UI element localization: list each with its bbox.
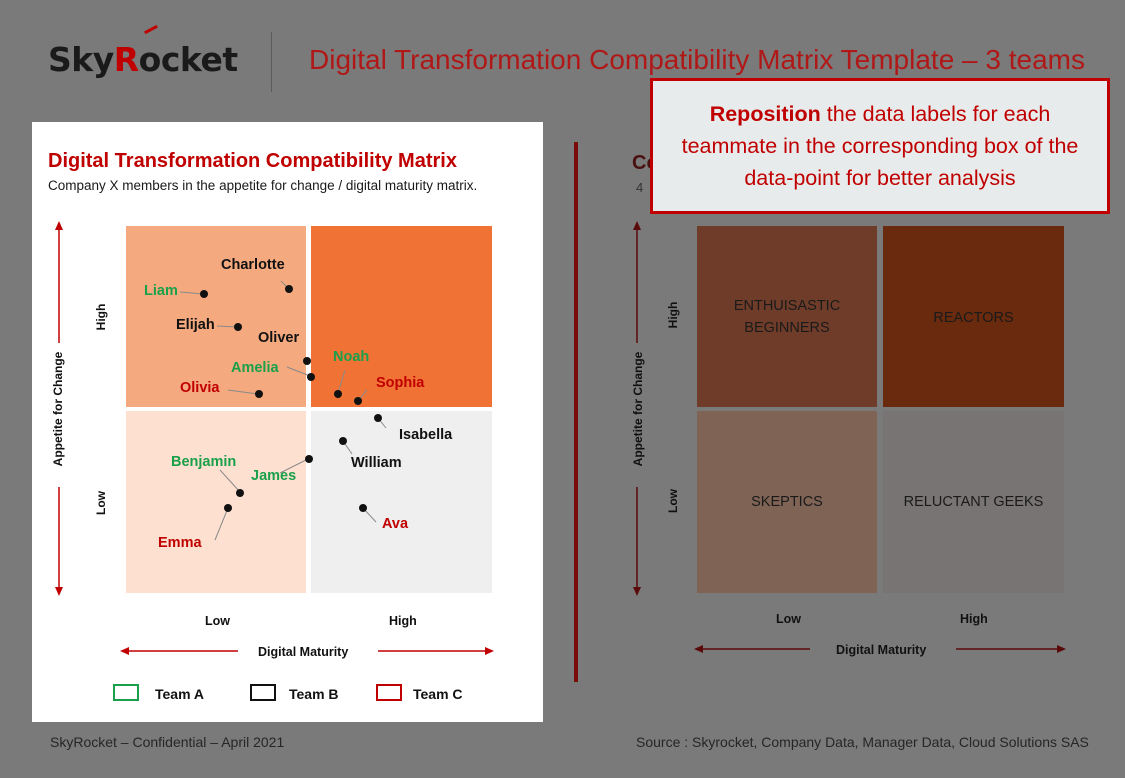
x-axis-title: Digital Maturity [258, 645, 349, 659]
data-point-james [305, 455, 313, 463]
matrix-subtitle: Company X members in the appetite for ch… [48, 178, 478, 193]
callout-emphasis: Reposition [709, 102, 821, 126]
label-emma: Emma [158, 535, 202, 551]
right-quadrant-bottom-left: SKEPTICS [697, 411, 877, 593]
right-x-axis-arrow [694, 645, 1066, 653]
data-point-oliver [303, 357, 311, 365]
right-x-high-label: High [960, 612, 988, 626]
x-axis-arrow [120, 647, 494, 655]
label-charlotte: Charlotte [221, 257, 285, 273]
right-quadrant-bottom-right: RELUCTANT GEEKS [883, 411, 1064, 593]
right-y-axis-title: Appetite for Change [631, 351, 645, 467]
legend-label-team-c: Team C [413, 686, 463, 702]
footer-confidential: SkyRocket – Confidential – April 2021 [50, 734, 285, 750]
matrix-title: Digital Transformation Compatibility Mat… [48, 150, 457, 172]
slide-title: Digital Transformation Compatibility Mat… [309, 44, 1086, 75]
label-isabella: Isabella [399, 427, 453, 443]
label-olivia: Olivia [180, 380, 220, 396]
data-point-emma [224, 504, 232, 512]
legend-swatch-team-c [376, 684, 402, 701]
legend-swatch-team-a [113, 684, 139, 701]
legend-label-team-b: Team B [289, 686, 339, 702]
data-point-noah [334, 390, 342, 398]
label-liam: Liam [144, 283, 178, 299]
label-oliver: Oliver [258, 330, 300, 346]
legend-label-team-a: Team A [155, 686, 205, 702]
quadrant-top-right [311, 226, 492, 407]
footer-source: Source : Skyrocket, Company Data, Manage… [636, 734, 1089, 750]
label-william: William [351, 455, 402, 471]
label-sophia: Sophia [376, 375, 425, 391]
legend-swatch-team-b [250, 684, 276, 701]
label-ava: Ava [382, 516, 409, 532]
data-point-amelia [307, 373, 315, 381]
label-amelia: Amelia [231, 360, 279, 376]
data-point-sophia [354, 397, 362, 405]
data-point-liam [200, 290, 208, 298]
quadrant-bottom-left [126, 411, 306, 593]
leader-lines [179, 280, 387, 541]
data-point-elijah [234, 323, 242, 331]
header-divider [271, 32, 272, 92]
instruction-callout: Reposition the data labels for each team… [650, 78, 1110, 214]
panel-separator [574, 142, 578, 682]
right-y-high-label: High [666, 301, 680, 329]
y-axis-arrow [55, 221, 63, 596]
data-point-isabella [374, 414, 382, 422]
right-y-axis-arrow [633, 221, 641, 596]
quadrant-top-left [126, 226, 306, 407]
right-x-axis-title: Digital Maturity [836, 643, 927, 657]
right-quadrant-top-left: ENTHUISASTIC BEGINNERS [697, 226, 877, 407]
right-panel-subtitle-peek: 4 [636, 180, 644, 195]
label-benjamin: Benjamin [171, 454, 237, 470]
data-point-olivia [255, 390, 263, 398]
data-point-ava [359, 504, 367, 512]
label-elijah: Elijah [176, 317, 215, 333]
skyrocket-logo: SkyRocket [48, 40, 238, 79]
label-james: James [251, 468, 297, 484]
right-x-low-label: Low [776, 612, 801, 626]
right-y-low-label: Low [666, 489, 680, 513]
data-point-charlotte [285, 285, 293, 293]
right-quadrant-top-right: REACTORS [883, 226, 1064, 407]
callout-text: the data labels for each teammate in the… [681, 102, 1079, 190]
x-low-label: Low [205, 614, 230, 628]
data-point-benjamin [236, 489, 244, 497]
x-high-label: High [389, 614, 417, 628]
data-point-william [339, 437, 347, 445]
label-noah: Noah [333, 349, 370, 365]
